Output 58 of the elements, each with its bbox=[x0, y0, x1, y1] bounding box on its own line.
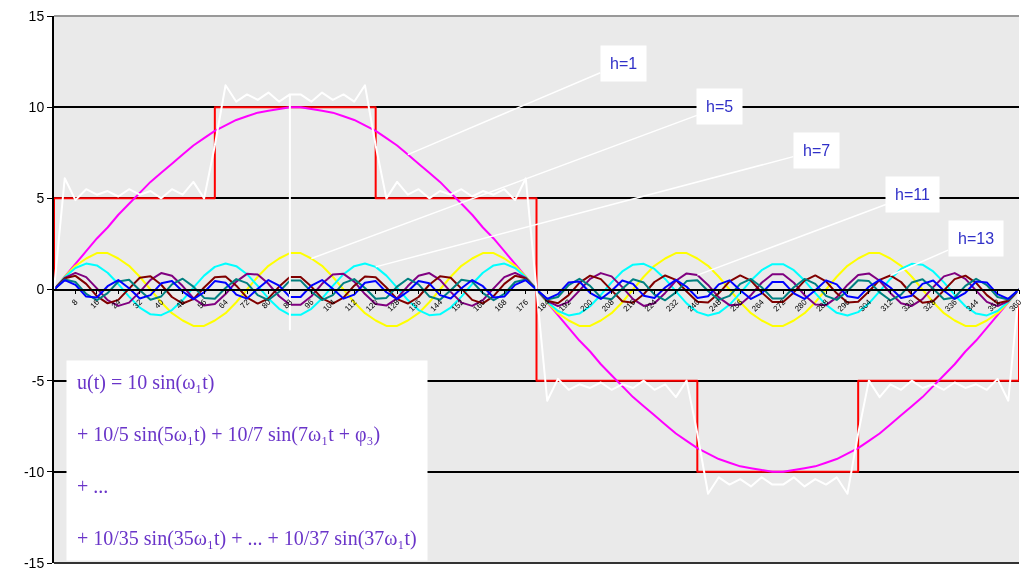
x-tick-label: 48 bbox=[174, 297, 188, 311]
x-tick-label: 176 bbox=[514, 297, 531, 314]
y-tick-label: -10 bbox=[23, 463, 45, 480]
annotation: h=1 bbox=[610, 55, 638, 72]
y-tick-label: 5 bbox=[36, 190, 45, 207]
x-tick-label: 168 bbox=[492, 297, 509, 314]
text: u(t) = 10 sin(ω₁t) + 10/5 sin(5ω₁t) + 10/7 sin(7ω₁t + φ₃) + ... + 10/35 sin(35ω₁t) + ... + 10/37 sin(37ω₁t) bbox=[77, 371, 417, 549]
x-tick-label: 64 bbox=[217, 297, 231, 311]
x-tick-label: 40 bbox=[152, 297, 166, 311]
y-tick-label: 0 bbox=[36, 281, 45, 298]
x-tick-label: 200 bbox=[578, 297, 595, 314]
x-tick-label: 24 bbox=[109, 297, 123, 311]
x-tick-label: 72 bbox=[238, 297, 252, 311]
annotation: h=5 bbox=[706, 98, 734, 115]
annotation: h=11 bbox=[895, 186, 930, 203]
x-tick-label: 8 bbox=[70, 297, 81, 308]
annotation: h=7 bbox=[803, 142, 831, 159]
x-tick-label: 320 bbox=[900, 297, 917, 314]
x-tick-label: 312 bbox=[878, 297, 895, 314]
y-tick-label: 10 bbox=[28, 99, 45, 116]
x-tick-label: 248 bbox=[707, 297, 724, 314]
x-tick-label: 272 bbox=[771, 297, 788, 314]
annotation: h=13 bbox=[958, 230, 995, 247]
x-tick-label: 304 bbox=[857, 297, 874, 314]
x-tick-label: 128 bbox=[385, 297, 402, 314]
x-tick-label: 232 bbox=[664, 297, 681, 314]
x-tick-label: 280 bbox=[792, 297, 810, 314]
x-tick-label: 264 bbox=[750, 297, 767, 314]
x-tick-label: 256 bbox=[728, 297, 745, 314]
x-tick-label: 184 bbox=[535, 297, 552, 314]
x-tick-label: 160 bbox=[471, 297, 488, 314]
y-tick-label: -15 bbox=[23, 554, 45, 571]
x-tick-label: 152 bbox=[449, 297, 467, 314]
y-tick-label: 15 bbox=[28, 7, 45, 24]
x-tick-label: 344 bbox=[964, 297, 981, 314]
x-tick-label: 56 bbox=[195, 297, 209, 311]
x-tick-label: 216 bbox=[621, 297, 638, 314]
x-tick-label: 360 bbox=[1007, 297, 1024, 314]
x-tick-label: 192 bbox=[557, 297, 574, 314]
x-tick-label: 120 bbox=[364, 297, 381, 314]
x-tick-label: 328 bbox=[921, 297, 938, 314]
x-tick-label: 288 bbox=[814, 297, 831, 314]
x-tick-label: 240 bbox=[685, 297, 702, 314]
x-tick-label: 80 bbox=[260, 297, 274, 311]
x-tick-label: 144 bbox=[428, 297, 445, 314]
x-tick-label: 104 bbox=[321, 297, 338, 314]
x-tick-label: 16 bbox=[88, 297, 102, 311]
x-tick-label: 336 bbox=[943, 297, 960, 314]
x-tick-label: 136 bbox=[406, 297, 424, 314]
y-tick-label: -5 bbox=[31, 372, 45, 389]
x-tick-label: 224 bbox=[642, 297, 660, 314]
x-tick-label: 88 bbox=[281, 297, 295, 311]
x-tick-label: 32 bbox=[131, 297, 145, 311]
x-tick-label: 112 bbox=[343, 297, 359, 314]
x-tick-label: 296 bbox=[835, 297, 853, 314]
x-tick-label: 208 bbox=[599, 297, 617, 314]
x-tick-label: 96 bbox=[302, 297, 316, 311]
x-tick-label: 352 bbox=[985, 297, 1003, 314]
